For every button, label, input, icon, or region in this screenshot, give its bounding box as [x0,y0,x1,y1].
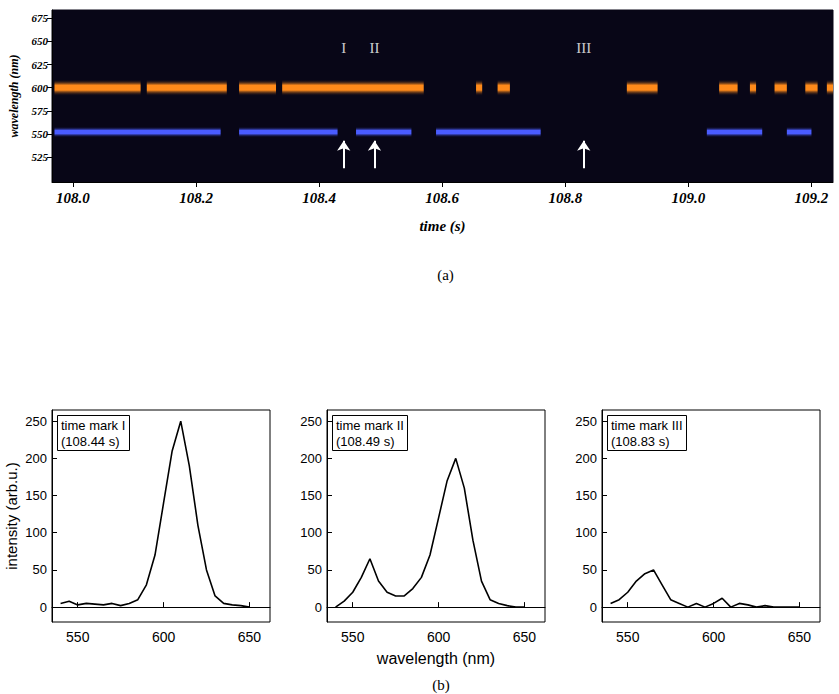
svg-text:200: 200 [300,451,322,466]
svg-text:150: 150 [300,488,322,503]
svg-text:575: 575 [32,105,49,117]
svg-text:250: 250 [300,414,322,429]
svg-text:600: 600 [152,629,176,645]
svg-text:108.2: 108.2 [179,190,213,206]
svg-text:150: 150 [575,488,597,503]
svg-text:150: 150 [25,488,47,503]
svg-text:wavelength (nm): wavelength (nm) [7,54,21,137]
svg-text:108.4: 108.4 [302,190,336,206]
svg-text:0: 0 [40,600,47,615]
svg-text:650: 650 [788,629,812,645]
svg-text:50: 50 [583,562,597,577]
svg-text:109.0: 109.0 [671,190,705,206]
svg-text:50: 50 [33,562,47,577]
svg-text:550: 550 [32,128,49,140]
svg-text:600: 600 [702,629,726,645]
svg-text:wavelength (nm): wavelength (nm) [376,650,495,667]
svg-text:625: 625 [32,59,49,71]
svg-text:50: 50 [308,562,322,577]
svg-text:108.6: 108.6 [425,190,459,206]
svg-text:108.0: 108.0 [56,190,90,206]
svg-text:200: 200 [575,451,597,466]
svg-text:650: 650 [513,629,537,645]
svg-text:0: 0 [315,600,322,615]
svg-text:(b): (b) [432,677,450,694]
svg-text:650: 650 [238,629,262,645]
svg-text:time mark II: time mark II [336,418,404,433]
svg-text:100: 100 [575,525,597,540]
svg-text:550: 550 [66,629,90,645]
svg-text:600: 600 [32,82,49,94]
svg-text:109.2: 109.2 [795,190,829,206]
svg-text:250: 250 [575,414,597,429]
svg-text:(a): (a) [437,267,454,284]
svg-text:100: 100 [300,525,322,540]
svg-text:600: 600 [427,629,451,645]
svg-text:550: 550 [616,629,640,645]
svg-text:II: II [369,40,379,56]
svg-text:intensity (arb.u.): intensity (arb.u.) [3,462,20,570]
svg-text:100: 100 [25,525,47,540]
svg-text:time (s): time (s) [419,218,465,235]
svg-text:time mark III: time mark III [611,418,683,433]
svg-text:550: 550 [341,629,365,645]
svg-text:III: III [576,40,591,56]
svg-text:200: 200 [25,451,47,466]
svg-text:I: I [341,40,346,56]
svg-text:(108.49 s): (108.49 s) [336,434,395,449]
svg-text:108.8: 108.8 [548,190,582,206]
svg-text:675: 675 [32,12,49,24]
svg-text:250: 250 [25,414,47,429]
svg-text:650: 650 [32,35,49,47]
svg-text:(108.44 s): (108.44 s) [61,434,120,449]
svg-text:time mark I: time mark I [61,418,125,433]
svg-text:0: 0 [590,600,597,615]
svg-text:(108.83 s): (108.83 s) [611,434,670,449]
svg-text:525: 525 [32,151,49,163]
